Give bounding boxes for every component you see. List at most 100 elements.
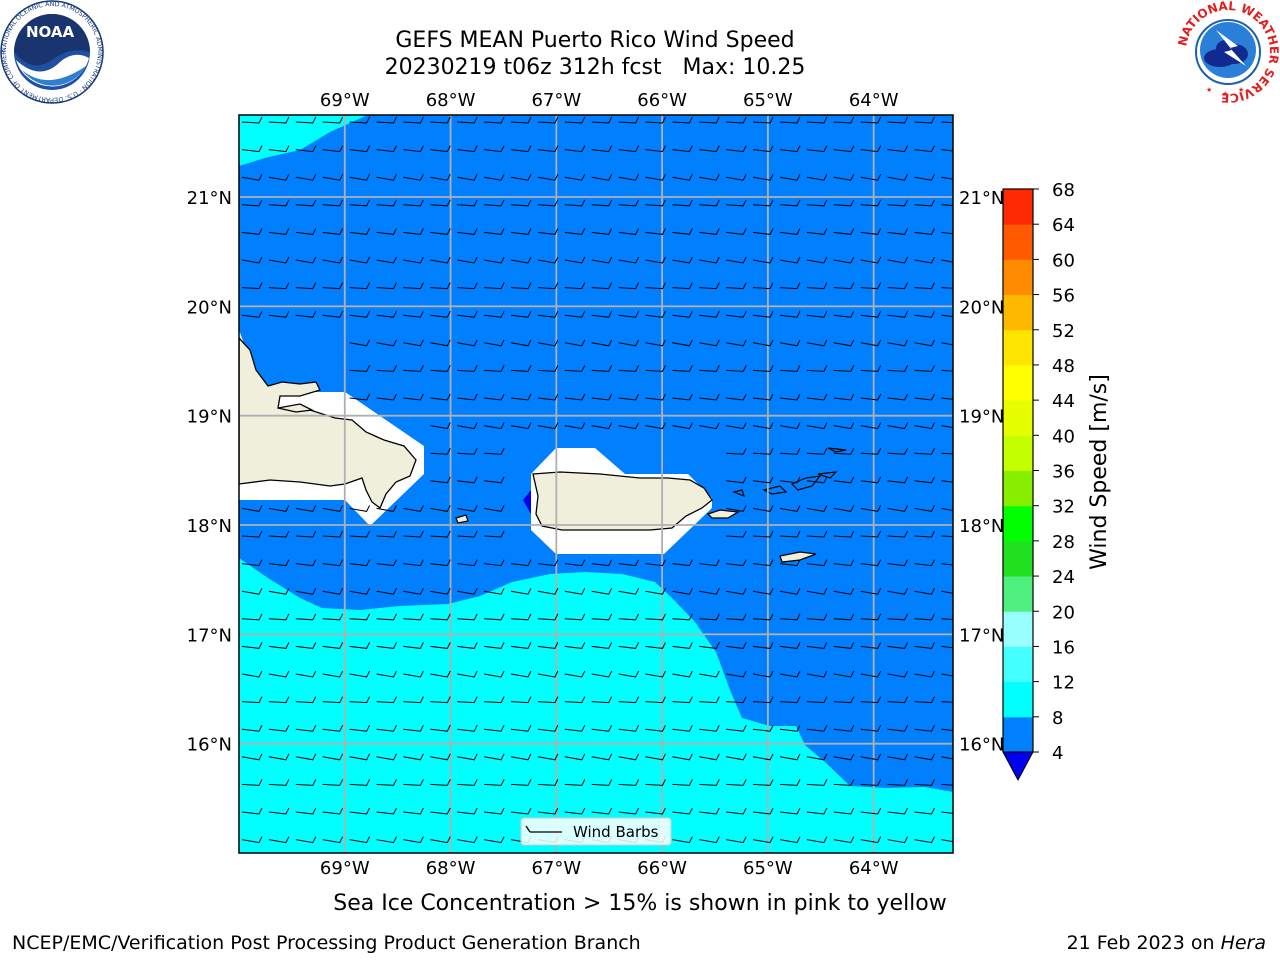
wind-barb (645, 779, 666, 786)
wind-barb (537, 642, 559, 649)
wind-barb (349, 779, 371, 786)
wind-barb (430, 836, 451, 844)
wind-barb (699, 422, 720, 430)
wind-barb (457, 476, 478, 484)
colorbar-segment (1003, 364, 1033, 401)
wind-barb (887, 613, 909, 621)
wind-barb (753, 753, 774, 761)
wind-barb (753, 505, 774, 512)
wind-barb (887, 256, 909, 264)
wind-barb (726, 447, 747, 455)
wind-barb (376, 724, 397, 732)
wind-barb (537, 613, 559, 621)
wind-barb (457, 310, 478, 318)
wind-barb (403, 779, 424, 786)
wind-barb (268, 282, 290, 290)
wind-barb (268, 779, 290, 786)
wind-barb (349, 559, 371, 567)
wind-barb (833, 256, 855, 264)
wind-barb (753, 199, 774, 207)
wind-barb (645, 559, 666, 567)
wind-barb (941, 701, 953, 703)
wind-barb (376, 587, 397, 595)
wind-barb (645, 724, 666, 732)
colorbar-tick-label: 4 (1052, 743, 1063, 764)
colorbar-segment (1003, 189, 1033, 225)
wind-barb (672, 422, 693, 430)
wind-barb (887, 642, 909, 649)
wind-barb (699, 339, 720, 347)
wind-barb (484, 724, 505, 732)
wind-barb (860, 422, 882, 430)
wind-barb (672, 199, 693, 207)
wind-barb (268, 116, 290, 124)
wind-barb (564, 696, 586, 704)
wind-barb (403, 310, 424, 318)
wind-barb (833, 587, 855, 595)
wind-barb (860, 642, 882, 649)
wind-barb (376, 807, 397, 815)
wind-barb (349, 365, 371, 372)
wind-barb (753, 724, 774, 732)
wind-barb (672, 310, 693, 318)
wind-barb (806, 505, 828, 512)
wind-barb (537, 256, 559, 264)
wind-barb (699, 670, 720, 678)
wind-barb (914, 447, 935, 455)
wind-barb (537, 670, 559, 678)
wind-barb (672, 642, 693, 649)
wind-barb (430, 670, 451, 678)
wind-barb (779, 807, 801, 815)
wind-barb (564, 559, 586, 567)
wind-barb (484, 559, 505, 567)
wind-barb (510, 587, 532, 595)
wind-barb (779, 199, 801, 207)
wind-barb (457, 642, 478, 649)
wind-barb (779, 642, 801, 649)
wind-barb (484, 642, 505, 649)
wind-barb (860, 505, 882, 512)
wind-barb (295, 310, 317, 318)
wind-barb (806, 613, 828, 621)
wind-barb (295, 282, 317, 290)
wind-barb (322, 559, 344, 567)
footer-host: Hera (1220, 932, 1266, 954)
wind-barb (430, 807, 451, 815)
wind-barb (537, 365, 559, 372)
wind-barb (887, 779, 909, 786)
wind-barb (349, 393, 371, 401)
wind-barb (779, 116, 801, 124)
wind-barb (779, 365, 801, 372)
wind-barb (403, 753, 424, 761)
wind-barb (241, 613, 263, 621)
wind-barb (806, 724, 828, 732)
wind-barb (484, 807, 505, 815)
wind-barb (753, 779, 774, 786)
wind-barb (268, 530, 290, 538)
wind-barb (403, 587, 424, 595)
wind-barb (860, 393, 882, 401)
wind-barb (484, 587, 505, 595)
wind-barb (914, 753, 935, 761)
wind-barb (591, 613, 613, 621)
wind-barb (322, 310, 344, 318)
wind-barb (268, 642, 290, 649)
wind-barb (753, 807, 774, 815)
wind-barb (887, 365, 909, 372)
lat-label-right: 16°N (959, 735, 1004, 756)
wind-barbs (241, 116, 953, 844)
wind-barb (295, 173, 317, 181)
wind-barb (618, 339, 640, 347)
wind-barb (457, 173, 478, 181)
wind-barb (403, 173, 424, 181)
wind-barb (484, 228, 505, 235)
wind-barb (618, 807, 640, 815)
wind-barb (672, 228, 693, 235)
wind-barb (484, 116, 505, 124)
wind-barb (833, 613, 855, 621)
lat-label-left: 20°N (187, 297, 232, 318)
wind-barb (564, 779, 586, 786)
wind-barb (618, 559, 640, 567)
footer-date-text: 21 Feb 2023 on (1066, 932, 1221, 954)
wind-barb (753, 393, 774, 401)
